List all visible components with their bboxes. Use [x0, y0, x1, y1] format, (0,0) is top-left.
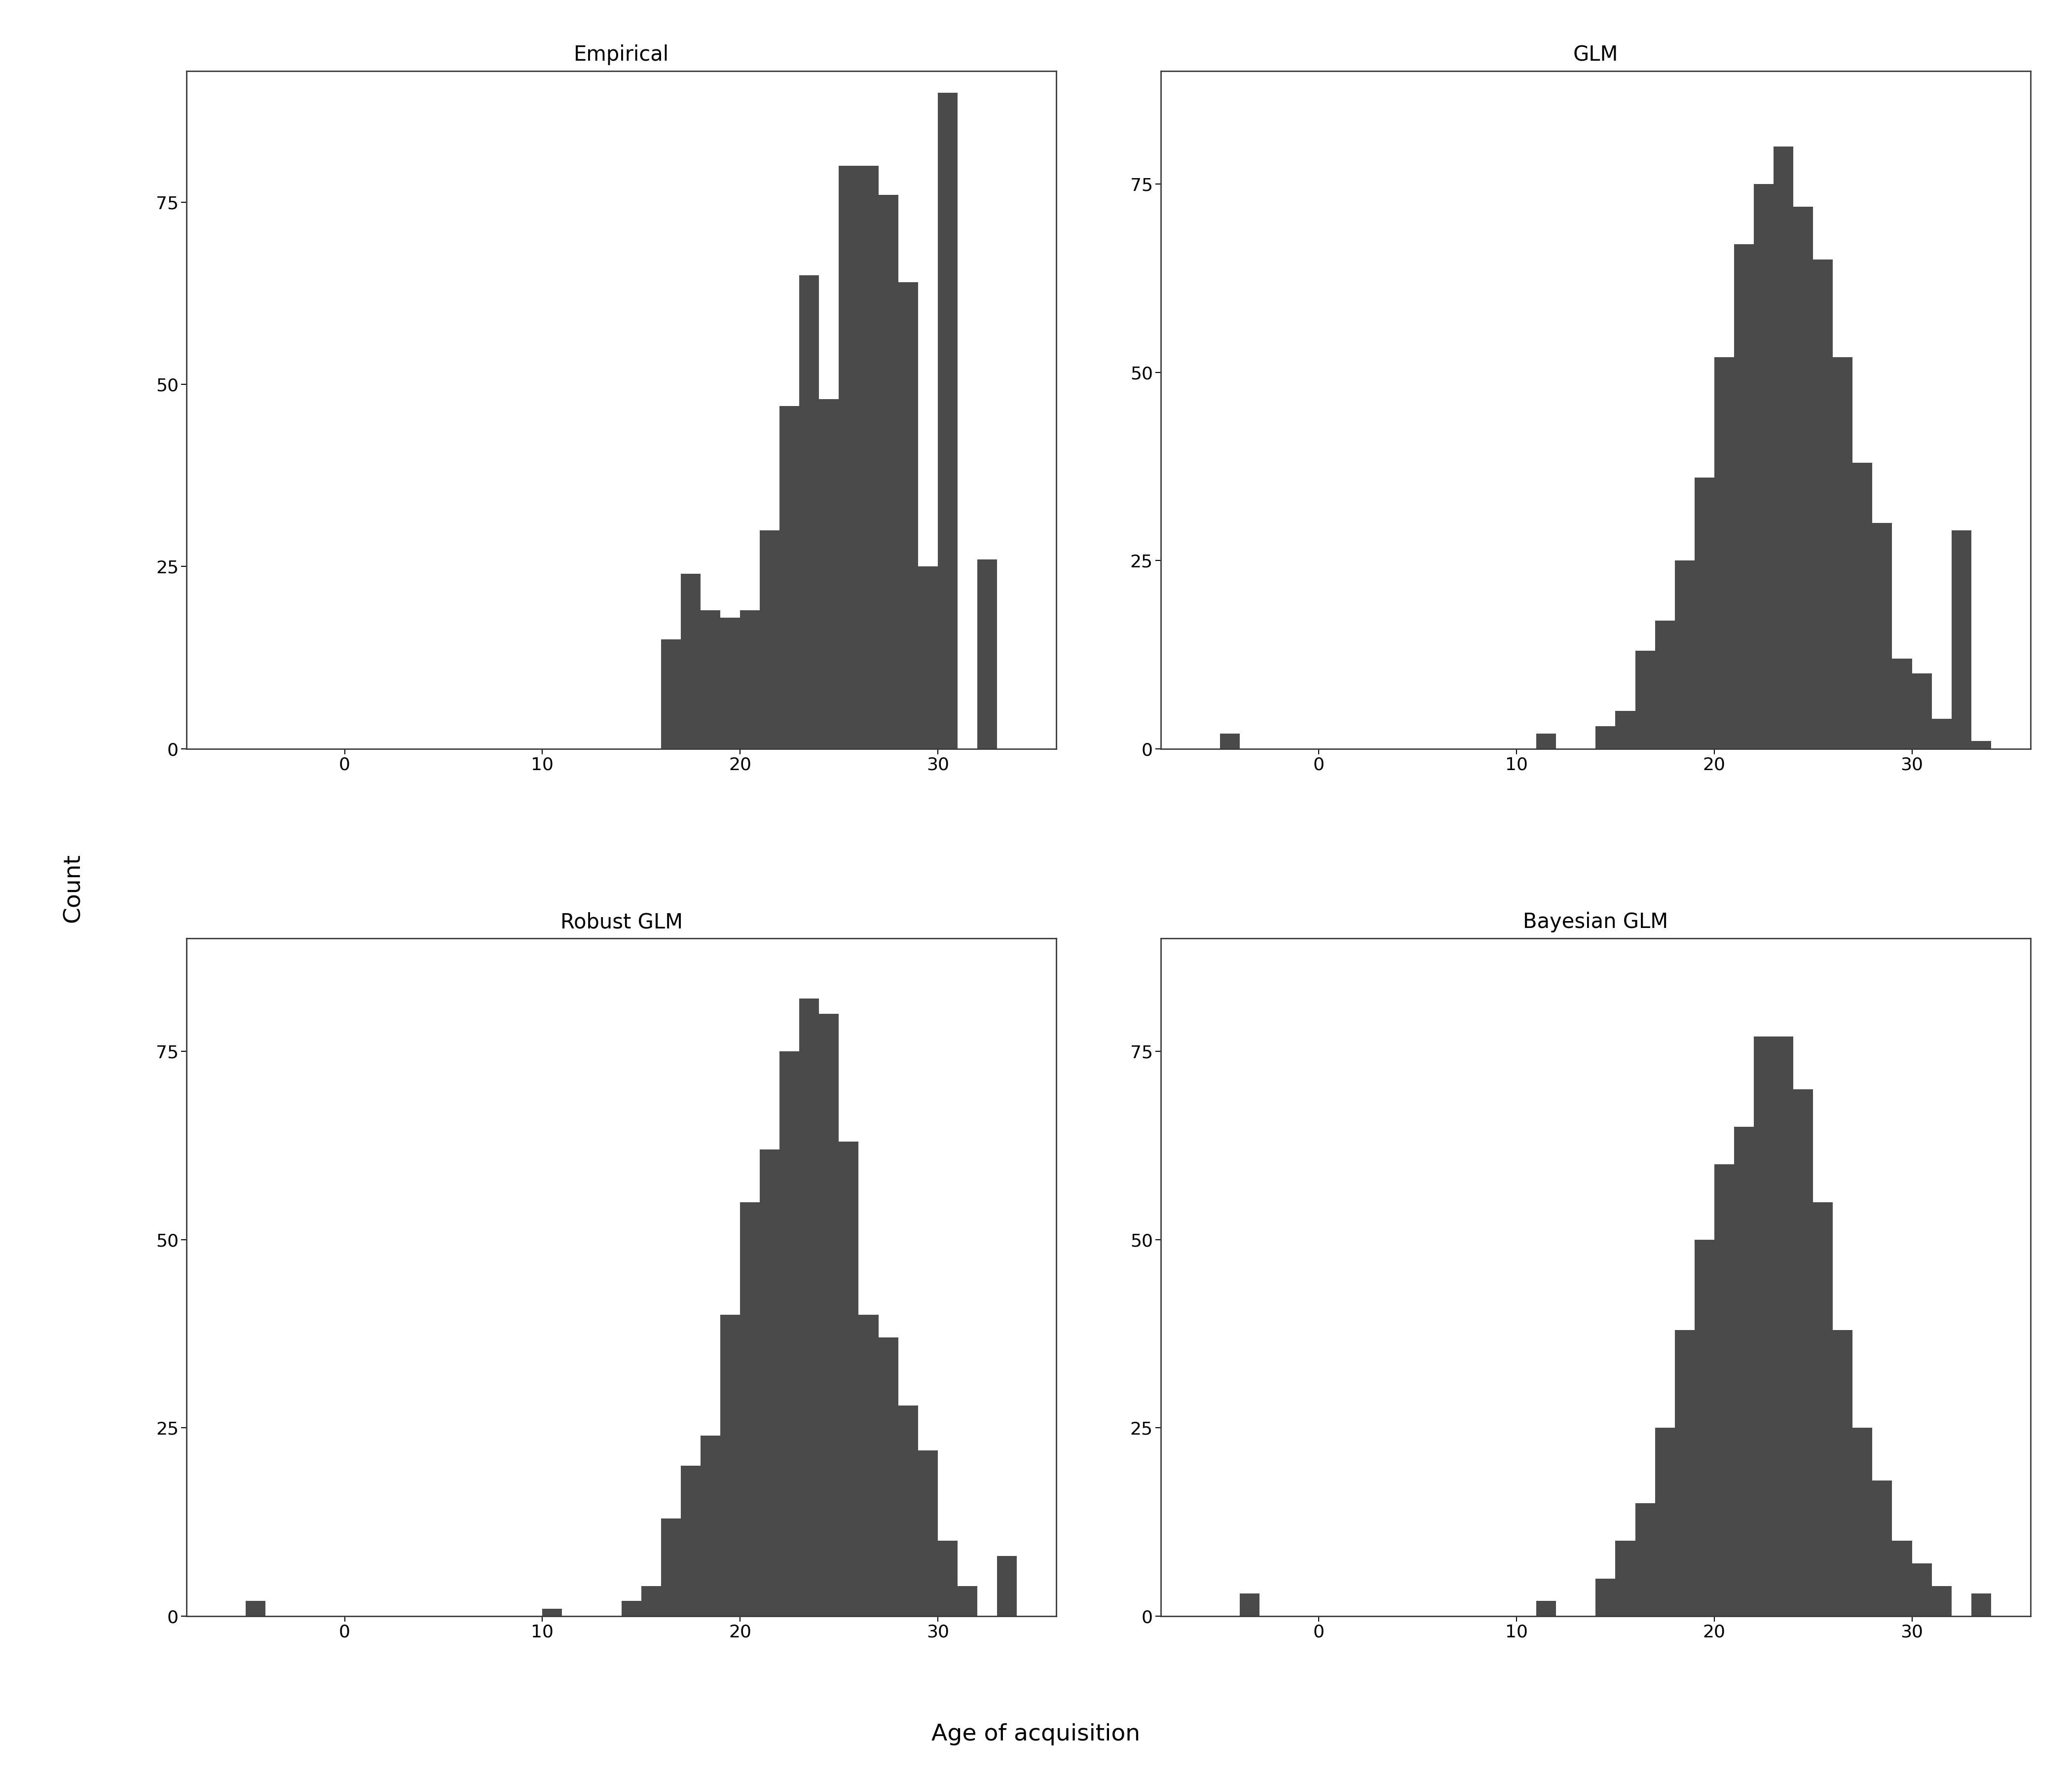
Bar — [1695, 478, 1714, 749]
Bar — [700, 611, 721, 749]
Text: Age of acquisition: Age of acquisition — [932, 1723, 1140, 1746]
Bar — [1931, 1586, 1952, 1616]
Bar — [779, 1051, 800, 1616]
Bar — [760, 529, 779, 749]
Bar — [997, 1556, 1017, 1616]
Bar — [1813, 259, 1834, 749]
Bar — [1616, 1542, 1635, 1616]
Bar — [879, 195, 897, 749]
Bar — [661, 639, 682, 749]
Bar — [939, 92, 957, 749]
Bar — [957, 1586, 978, 1616]
Bar — [1674, 561, 1695, 749]
Bar — [1695, 1240, 1714, 1616]
Bar — [760, 1149, 779, 1616]
Bar — [1734, 1126, 1753, 1616]
Bar — [682, 1465, 700, 1616]
Bar — [818, 1014, 839, 1616]
Bar — [1220, 733, 1239, 749]
Title: Empirical: Empirical — [574, 44, 669, 66]
Bar — [1753, 1037, 1774, 1616]
Bar — [1852, 462, 1873, 749]
Bar — [939, 1542, 957, 1616]
Bar — [721, 618, 740, 749]
Bar — [1239, 1593, 1260, 1616]
Bar — [1674, 1330, 1695, 1616]
Bar — [740, 611, 760, 749]
Bar — [1595, 726, 1616, 749]
Bar — [247, 1602, 265, 1616]
Bar — [1813, 1202, 1834, 1616]
Title: Robust GLM: Robust GLM — [559, 911, 682, 932]
Bar — [918, 1451, 939, 1616]
Bar — [1834, 1330, 1852, 1616]
Bar — [1774, 146, 1794, 749]
Bar — [1931, 719, 1952, 749]
Bar — [682, 574, 700, 749]
Bar — [1714, 357, 1734, 749]
Bar — [800, 998, 818, 1616]
Bar — [1656, 622, 1674, 749]
Bar — [1753, 185, 1774, 749]
Bar — [1714, 1165, 1734, 1616]
Bar — [1635, 650, 1656, 749]
Bar — [1970, 741, 1991, 749]
Bar — [978, 559, 997, 749]
Bar — [1834, 357, 1852, 749]
Text: Count: Count — [62, 854, 85, 922]
Bar — [740, 1202, 760, 1616]
Bar — [818, 400, 839, 749]
Bar — [1656, 1428, 1674, 1616]
Title: Bayesian GLM: Bayesian GLM — [1523, 911, 1668, 932]
Bar — [1535, 1602, 1556, 1616]
Bar — [858, 165, 879, 749]
Bar — [1873, 1481, 1892, 1616]
Bar — [839, 165, 858, 749]
Bar — [622, 1602, 640, 1616]
Bar — [1892, 659, 1912, 749]
Bar — [1892, 1542, 1912, 1616]
Bar — [1734, 245, 1753, 749]
Bar — [1794, 1089, 1813, 1616]
Bar — [858, 1314, 879, 1616]
Bar — [640, 1586, 661, 1616]
Bar — [1912, 673, 1931, 749]
Bar — [1873, 522, 1892, 749]
Bar — [839, 1142, 858, 1616]
Bar — [1970, 1593, 1991, 1616]
Bar — [897, 282, 918, 749]
Bar — [1535, 733, 1556, 749]
Bar — [1595, 1579, 1616, 1616]
Bar — [1616, 710, 1635, 749]
Bar — [1912, 1563, 1931, 1616]
Bar — [1852, 1428, 1873, 1616]
Bar — [918, 567, 939, 749]
Bar — [897, 1405, 918, 1616]
Bar — [779, 407, 800, 749]
Bar — [1774, 1037, 1794, 1616]
Bar — [800, 275, 818, 749]
Bar — [1635, 1502, 1656, 1616]
Bar — [700, 1435, 721, 1616]
Title: GLM: GLM — [1573, 44, 1618, 66]
Bar — [721, 1314, 740, 1616]
Bar — [879, 1337, 897, 1616]
Bar — [1952, 531, 1970, 749]
Bar — [1794, 206, 1813, 749]
Bar — [661, 1518, 682, 1616]
Bar — [543, 1609, 562, 1616]
